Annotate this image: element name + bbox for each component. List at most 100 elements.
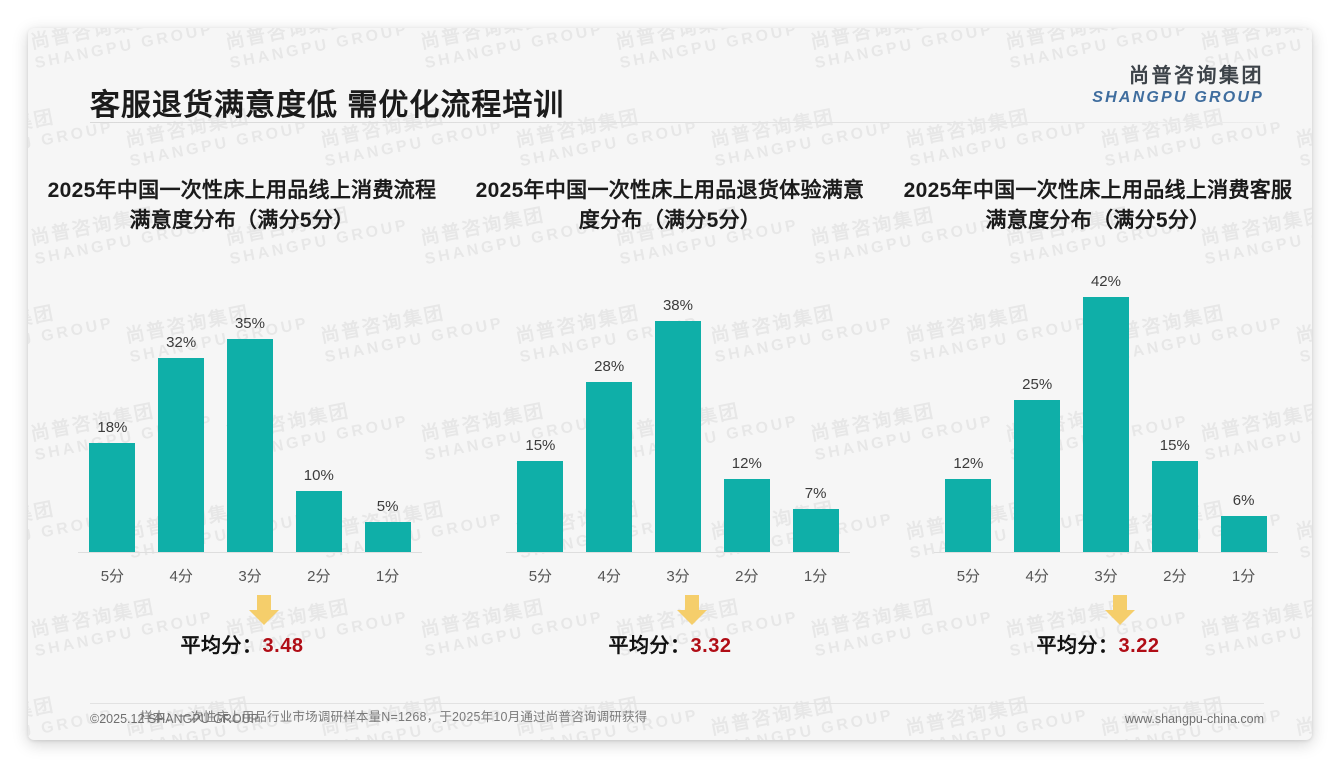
bar-group: 32%: [147, 288, 216, 552]
x-axis-tick-label: 5分: [100, 568, 125, 585]
chart-plot-area: 15% 28% 38% 12% 7% 5分 4分 3分 2分 1分: [506, 288, 850, 585]
average-score-block: 平均分：3.32: [456, 593, 884, 658]
bar[interactable]: [1151, 461, 1198, 552]
bar-value-label: 10%: [303, 467, 334, 484]
average-score-value: 3.22: [1118, 635, 1160, 657]
average-score-line: 平均分：3.48: [181, 629, 304, 658]
logo-chinese-text: 尚普咨询集团: [1129, 65, 1264, 87]
bar-group: 7%: [781, 288, 850, 552]
bar[interactable]: [792, 509, 839, 552]
bar-value-label: 7%: [804, 485, 827, 502]
bar[interactable]: [226, 339, 273, 552]
x-axis-tick-label: 4分: [169, 568, 193, 585]
bar[interactable]: [364, 522, 411, 552]
x-axis-tick-label: 2分: [307, 568, 331, 585]
x-axis-line: [934, 552, 1278, 553]
bar-group: 28%: [575, 288, 644, 552]
x-axis-tick-label: 3分: [1094, 568, 1118, 585]
bar-group: 6%: [1209, 288, 1278, 552]
bar[interactable]: [723, 479, 770, 552]
average-score-value: 3.48: [262, 635, 304, 657]
chart-title: 2025年中国一次性床上用品线上消费流程满意度分布（满分5分）: [47, 179, 437, 232]
bar[interactable]: [1220, 516, 1267, 552]
average-score-line: 平均分：3.32: [609, 629, 732, 658]
bar-group: 12%: [934, 288, 1003, 552]
average-score-label: 平均分：: [1036, 635, 1119, 657]
average-score-label: 平均分：: [608, 635, 691, 657]
down-arrow-icon: [247, 593, 281, 627]
source-footnote: 样本：一次性床上用品行业市场调研样本量N=1268，于2025年10月通过尚普咨…: [140, 710, 648, 724]
x-axis-tick-label: 5分: [528, 568, 553, 585]
chart-panel-2: 2025年中国一次性床上用品退货体验满意度分布（满分5分） 15% 28% 38% 12…: [456, 148, 884, 668]
bar-value-label: 15%: [525, 437, 556, 454]
bar-group: 38%: [644, 288, 713, 552]
bar[interactable]: [158, 358, 205, 552]
bar-series: 18% 32% 35% 10% 5%: [78, 288, 422, 552]
x-axis-tick-label: 1分: [803, 568, 828, 585]
average-score-block: 平均分：3.22: [884, 593, 1312, 658]
average-score-value: 3.32: [690, 635, 732, 657]
chart-title: 2025年中国一次性床上用品退货体验满意度分布（满分5分）: [475, 179, 865, 232]
x-axis-labels: 5分 4分 3分 2分 1分: [506, 553, 850, 586]
bar-value-label: 18%: [97, 419, 128, 436]
bar[interactable]: [945, 479, 992, 552]
bar-value-label: 35%: [234, 315, 265, 332]
average-score-line: 平均分：3.22: [1037, 629, 1160, 658]
x-axis-tick-label: 4分: [597, 568, 621, 585]
x-axis-line: [506, 552, 850, 553]
bar-group: 5%: [353, 288, 422, 552]
bar-value-label: 15%: [1159, 437, 1190, 454]
chart-title: 2025年中国一次性床上用品线上消费客服满意度分布（满分5分）: [903, 179, 1293, 232]
x-axis-tick-label: 2分: [735, 568, 759, 585]
bar-value-label: 38%: [662, 297, 693, 314]
slide-header: 客服退货满意度低 需优化流程培训 尚普咨询集团 SHANGPU GROUP: [28, 28, 1312, 122]
bar-value-label: 5%: [376, 498, 399, 515]
x-axis-tick-label: 1分: [375, 568, 400, 585]
bar[interactable]: [654, 321, 701, 552]
down-arrow-icon: [1103, 593, 1137, 627]
average-score-label: 平均分：: [180, 635, 263, 657]
header-divider: [90, 122, 1264, 123]
logo-english-text: SHANGPU GROUP: [1092, 89, 1264, 106]
bar[interactable]: [89, 443, 136, 552]
bar-value-label: 25%: [1022, 376, 1053, 393]
bar[interactable]: [1014, 400, 1061, 552]
bar-group: 15%: [506, 288, 575, 552]
footer-divider: [90, 703, 1264, 704]
bar-series: 12% 25% 42% 15% 6%: [934, 273, 1278, 552]
bar[interactable]: [1082, 297, 1129, 552]
bar-group: 12%: [712, 288, 781, 552]
x-axis-labels: 5分 4分 3分 2分 1分: [78, 553, 422, 586]
slide-footer: ©2025.12 SHANGPU GROUP www.shangpu-china…: [90, 706, 1264, 732]
chart-plot-area: 12% 25% 42% 15% 6% 5分 4分 3分 2分 1分: [934, 273, 1278, 585]
chart-panel-3: 2025年中国一次性床上用品线上消费客服满意度分布（满分5分） 12% 25% 42%…: [884, 148, 1312, 668]
average-score-block: 平均分：3.48: [28, 593, 456, 658]
bar[interactable]: [295, 491, 342, 552]
x-axis-tick-label: 2分: [1163, 568, 1187, 585]
brand-logo: 尚普咨询集团 SHANGPU GROUP: [1092, 64, 1264, 108]
bar-value-label: 42%: [1090, 273, 1121, 290]
bar-group: 10%: [284, 288, 353, 552]
copyright-text: ©2025.12 SHANGPU GROUP: [90, 712, 259, 726]
bar-group: 42%: [1072, 273, 1141, 552]
down-arrow-icon: [675, 593, 709, 627]
chart-plot-area: 18% 32% 35% 10% 5% 5分 4分 3分 2分 1分: [78, 288, 422, 585]
x-axis-tick-label: 3分: [666, 568, 690, 585]
bar[interactable]: [517, 461, 564, 552]
bar-value-label: 12%: [953, 455, 984, 472]
slide-card: 尚普咨询集团 SHANGPU GROUP 尚普咨询集团 SHANGPU GROUP 尚普…: [28, 28, 1312, 740]
bar-group: 35%: [216, 288, 285, 552]
bar-group: 25%: [1003, 288, 1072, 552]
x-axis-tick-label: 4分: [1025, 568, 1049, 585]
bar-value-label: 32%: [166, 334, 197, 351]
x-axis-tick-label: 1分: [1231, 568, 1256, 585]
page-title: 客服退货满意度低 需优化流程培训: [90, 89, 565, 122]
bar-group: 18%: [78, 288, 147, 552]
bar-value-label: 6%: [1232, 492, 1255, 509]
website-link[interactable]: www.shangpu-china.com: [1125, 712, 1264, 726]
chart-panel-1: 2025年中国一次性床上用品线上消费流程满意度分布（满分5分） 18% 32% 35%…: [28, 148, 456, 668]
bar-group: 15%: [1140, 288, 1209, 552]
x-axis-tick-label: 3分: [238, 568, 262, 585]
bar[interactable]: [586, 382, 633, 552]
